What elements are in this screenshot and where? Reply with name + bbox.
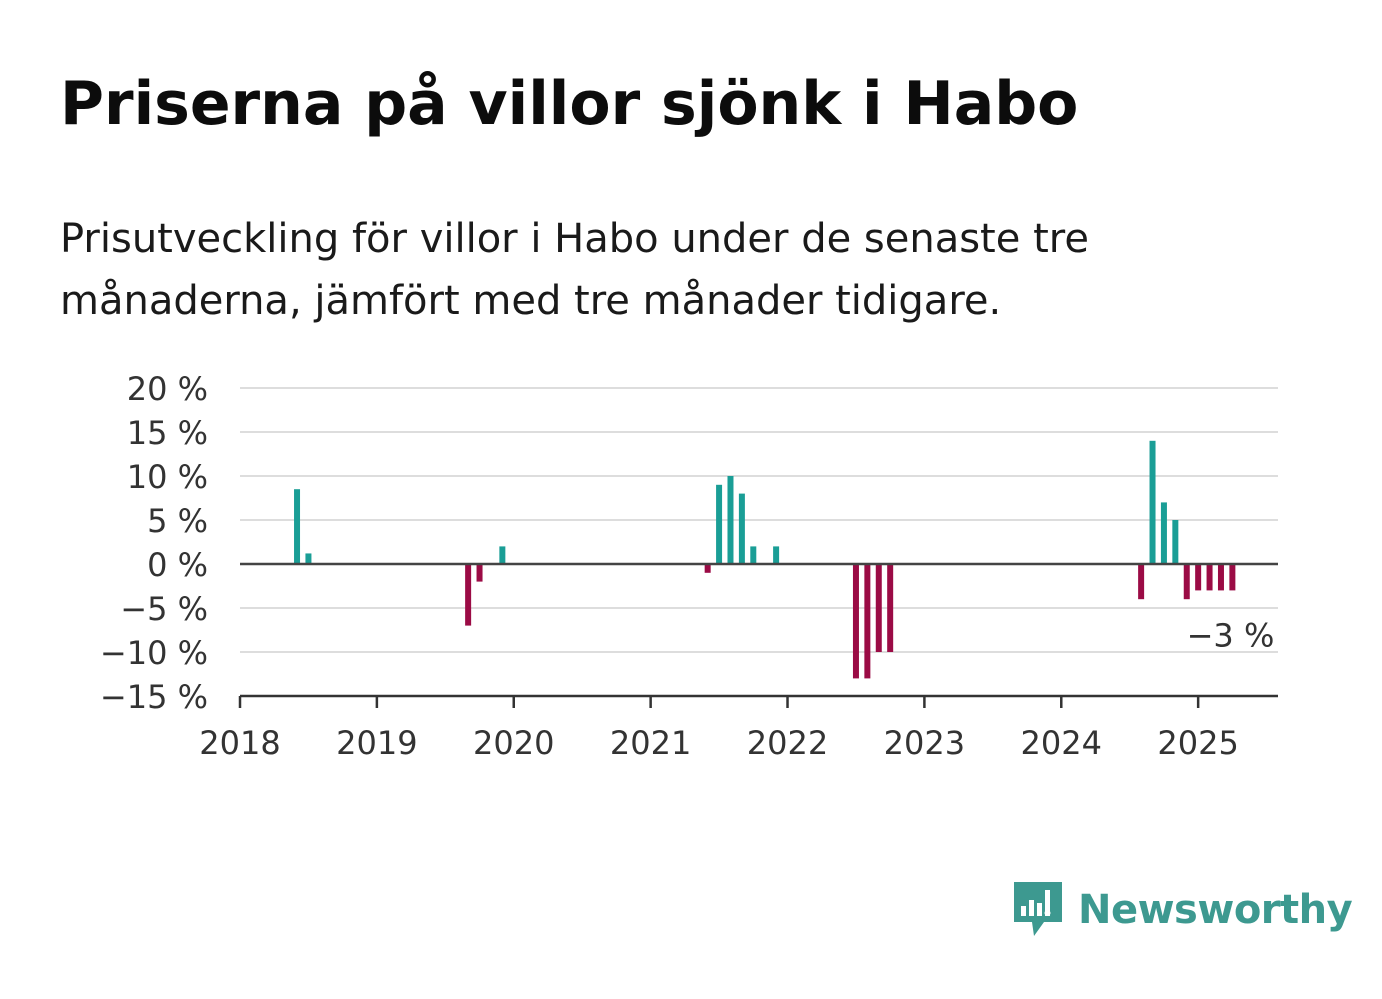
bar (750, 546, 757, 564)
bar (887, 564, 894, 652)
bar (305, 553, 312, 564)
bar (716, 484, 723, 564)
y-tick-label: 15 % (127, 414, 208, 452)
bar (499, 546, 506, 564)
x-tick-label: 2018 (199, 724, 280, 762)
bar (1229, 564, 1236, 591)
x-axis-labels: 2018 2019 2020 2021 2022 2023 2024 2025 (199, 724, 1239, 762)
bar (465, 564, 472, 626)
newsworthy-logo-icon (1014, 882, 1062, 936)
y-tick-label: 10 % (127, 458, 208, 496)
bar (738, 493, 745, 564)
bar (476, 564, 483, 582)
x-tick-label: 2019 (336, 724, 417, 762)
y-tick-label: 5 % (147, 502, 208, 540)
brand-logo: Newsworthy (1010, 878, 1353, 942)
y-axis-labels: 20 % 15 % 10 % 5 % 0 % −5 % −10 % −15 % (100, 370, 208, 716)
x-tick-label: 2020 (473, 724, 554, 762)
bar (852, 564, 859, 679)
bar (1138, 564, 1145, 600)
brand-name: Newsworthy (1078, 887, 1353, 933)
x-tick-label: 2024 (1021, 724, 1102, 762)
bar (875, 564, 882, 652)
page-title: Priserna på villor sjönk i Habo (60, 69, 1079, 139)
bar (864, 564, 871, 679)
bar (1206, 564, 1213, 591)
bar (294, 489, 301, 564)
bars (294, 440, 1236, 679)
y-tick-label: −5 % (120, 590, 208, 628)
y-tick-label: 0 % (147, 546, 208, 584)
y-tick-label: 20 % (127, 370, 208, 408)
bar (1160, 502, 1167, 564)
bar (1172, 520, 1179, 564)
page-subtitle: Prisutveckling för villor i Habo under d… (60, 216, 1089, 324)
bar (1149, 440, 1156, 564)
bar (1217, 564, 1224, 591)
annotations: −3 % (1187, 616, 1275, 654)
bar (1195, 564, 1202, 591)
bar (727, 476, 734, 564)
x-tick-label: 2025 (1157, 724, 1238, 762)
x-tick-label: 2023 (884, 724, 965, 762)
bar (704, 564, 711, 573)
grid-lines (240, 387, 1278, 653)
x-tick-label: 2022 (747, 724, 828, 762)
x-tick-label: 2021 (610, 724, 691, 762)
bar (1183, 564, 1190, 600)
bar (773, 546, 780, 564)
y-tick-label: −15 % (100, 678, 208, 716)
axes (238, 562, 1278, 708)
y-tick-label: −10 % (100, 634, 208, 672)
last-value-annotation: −3 % (1187, 616, 1275, 654)
